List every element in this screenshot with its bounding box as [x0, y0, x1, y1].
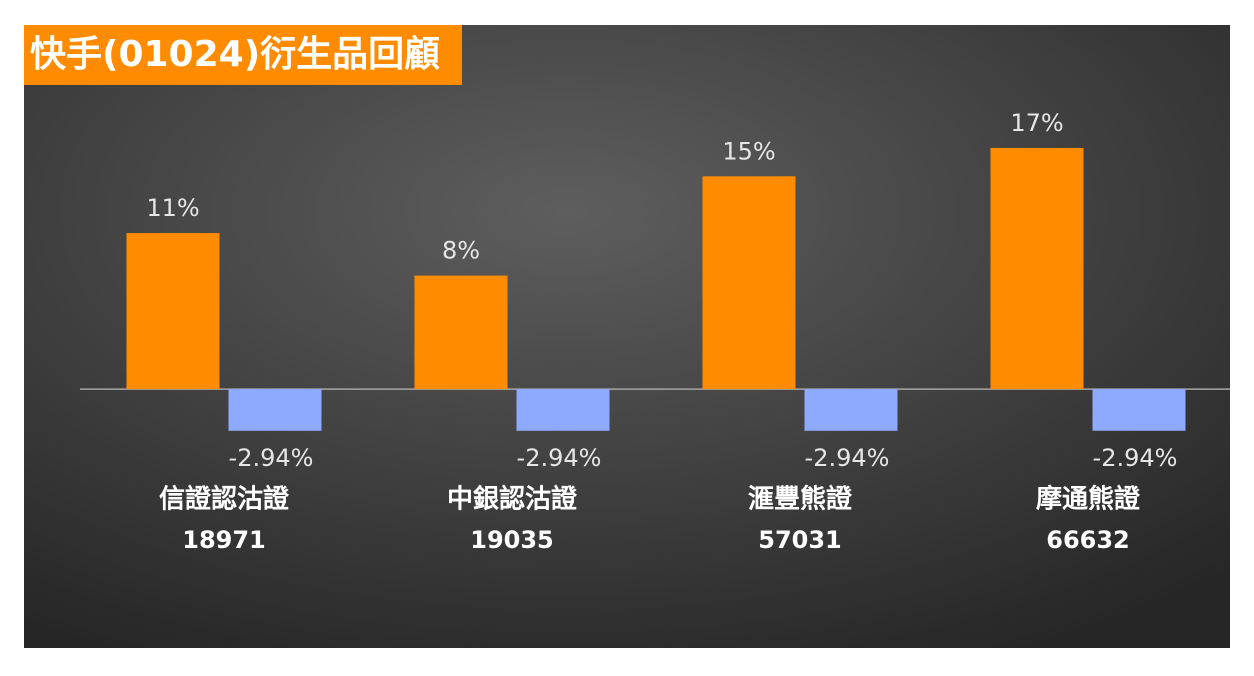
data-label: -2.94%: [1093, 444, 1178, 472]
chart-title: 快手(01024)衍生品回顧: [30, 34, 440, 75]
data-label: 11%: [146, 194, 199, 222]
x-tick-label: 66632: [1046, 526, 1130, 554]
x-tick-label: 滙豐熊證: [748, 484, 853, 515]
bar: [414, 275, 508, 390]
bar: [516, 389, 610, 431]
bar: [228, 389, 322, 431]
bar: [702, 176, 796, 390]
x-tick-label: 中銀認沽證: [447, 484, 578, 515]
x-tick-label: 摩通熊證: [1036, 484, 1141, 515]
data-label: -2.94%: [517, 444, 602, 472]
x-tick-label: 19035: [470, 526, 554, 554]
x-tick-label: 57031: [758, 526, 842, 554]
title-box: [24, 25, 462, 85]
x-tick-label: 18971: [182, 526, 266, 554]
data-label: 8%: [442, 237, 480, 265]
data-label: -2.94%: [229, 444, 314, 472]
bar: [126, 233, 220, 390]
bar: [990, 147, 1084, 390]
bar: [1092, 389, 1186, 431]
x-tick-label: 信證認沽證: [159, 484, 290, 515]
bar: [804, 389, 898, 431]
data-label: 17%: [1010, 109, 1063, 137]
data-label: 15%: [722, 137, 775, 165]
data-label: -2.94%: [805, 444, 890, 472]
